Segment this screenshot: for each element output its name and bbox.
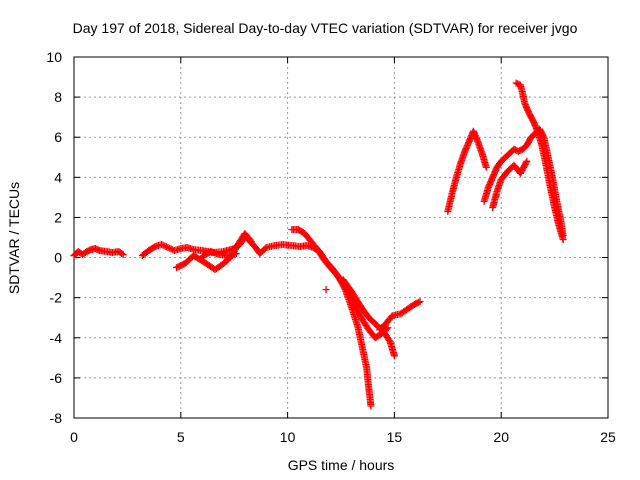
data-point bbox=[482, 163, 490, 171]
data-point bbox=[516, 169, 524, 177]
y-tick-label: 8 bbox=[54, 89, 62, 105]
data-point bbox=[559, 236, 567, 244]
data-point bbox=[415, 298, 423, 306]
data-point bbox=[517, 168, 525, 176]
data-point bbox=[353, 305, 361, 313]
data-point bbox=[166, 244, 174, 252]
data-point bbox=[158, 241, 166, 249]
y-tick-label: 10 bbox=[46, 49, 62, 65]
data-point bbox=[367, 402, 375, 410]
x-tick-label: 0 bbox=[70, 429, 78, 445]
axis-ticks: 0 5 10 15 20 25 -8 -6 -4 -2 0 2 4 6 8 10 bbox=[46, 49, 616, 445]
data-point bbox=[354, 307, 362, 315]
x-tick-label: 15 bbox=[387, 429, 403, 445]
data-point bbox=[520, 163, 528, 171]
data-point bbox=[521, 160, 529, 168]
data-point bbox=[161, 242, 169, 250]
data-point bbox=[246, 236, 254, 244]
x-tick-label: 25 bbox=[600, 429, 616, 445]
y-tick-label: 6 bbox=[54, 129, 62, 145]
data-point bbox=[247, 238, 255, 246]
data-point bbox=[352, 304, 360, 312]
data-point bbox=[159, 241, 167, 249]
y-tick-label: -8 bbox=[50, 410, 63, 426]
data-point bbox=[354, 308, 362, 316]
data-point bbox=[518, 166, 526, 174]
data-point bbox=[519, 165, 527, 173]
data-point bbox=[385, 336, 393, 344]
data-point bbox=[232, 250, 240, 258]
data-point bbox=[261, 245, 269, 253]
x-tick-label: 20 bbox=[493, 429, 509, 445]
data-point bbox=[357, 313, 365, 321]
grid-lines bbox=[74, 57, 608, 418]
x-tick-label: 5 bbox=[177, 429, 185, 445]
y-tick-label: -6 bbox=[50, 370, 63, 386]
plot-area-frame bbox=[73, 56, 609, 419]
data-point bbox=[523, 157, 531, 165]
data-point bbox=[520, 162, 528, 170]
data-point bbox=[390, 352, 398, 360]
y-tick-label: 4 bbox=[54, 169, 62, 185]
data-point bbox=[355, 310, 363, 318]
y-tick-label: -2 bbox=[50, 290, 63, 306]
y-tick-label: 0 bbox=[54, 250, 62, 266]
data-points bbox=[70, 79, 567, 410]
data-point bbox=[356, 311, 364, 319]
data-point bbox=[416, 298, 424, 306]
y-tick-label: -4 bbox=[50, 330, 63, 346]
chart-title: Day 197 of 2018, Sidereal Day-to-day VTE… bbox=[73, 20, 578, 36]
data-point bbox=[522, 159, 530, 167]
data-point bbox=[322, 286, 330, 294]
data-point bbox=[94, 246, 102, 254]
y-tick-label: 2 bbox=[54, 209, 62, 225]
x-axis-label: GPS time / hours bbox=[288, 457, 395, 473]
data-point bbox=[119, 251, 127, 259]
data-point bbox=[118, 250, 126, 258]
data-point bbox=[164, 244, 172, 252]
data-point bbox=[162, 243, 170, 251]
data-point bbox=[167, 245, 175, 253]
y-axis-label: SDTVAR / TECUs bbox=[6, 182, 22, 294]
x-tick-label: 10 bbox=[280, 429, 296, 445]
data-point bbox=[233, 243, 241, 251]
